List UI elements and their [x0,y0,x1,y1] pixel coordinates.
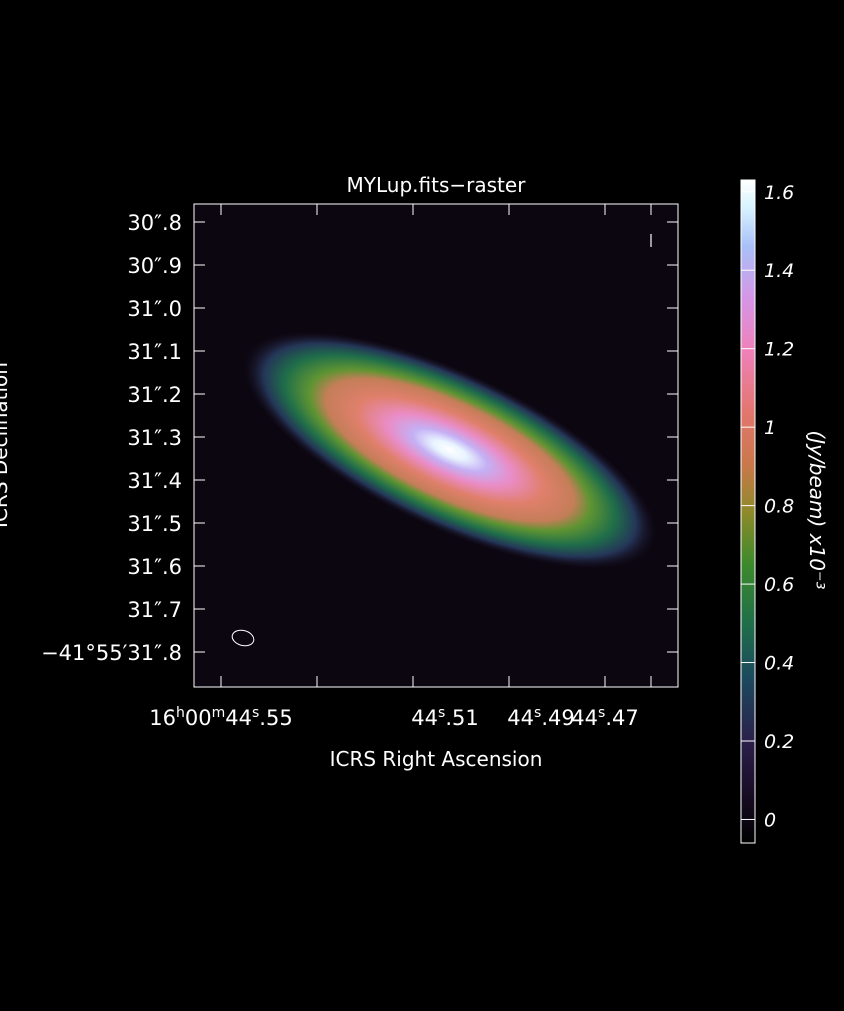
colorbar-tick-label: 1.4 [764,260,794,282]
colorbar-tick-label: 0.8 [764,496,794,518]
colorbar-tick-label: 1 [764,417,776,439]
y-axis-label: ICRS Declination [0,362,12,528]
x-tick-label: 16h00m44s.55 [149,705,292,730]
beam-ellipse [231,629,255,647]
colorbar: 1.6 1.4 1.2 1 0.8 0.6 0.4 0.2 0 (Jy/beam) x10⁻³ [740,179,829,844]
colorbar-tick-label: 0.2 [764,731,794,753]
y-tick-label: 31″.0 [127,297,182,321]
y-tick-label: 31″.7 [127,598,182,622]
x-tick-label: 44s.49 [507,705,574,730]
colorbar-tick-label: 1.2 [764,339,794,361]
x-tick-label: 44s.51 [411,705,478,730]
plot-area [193,203,679,688]
colorbar-frame [740,179,756,844]
colorbar-gradient [741,180,755,843]
y-tick-label: −41°55′31″.8 [41,641,182,665]
y-tick-label: 30″.9 [127,254,182,278]
y-axis: 30″.8 30″.9 31″.0 31″.1 31″.2 31″.3 31″.4 31″.5… [41,211,678,665]
y-tick-label: 31″.1 [127,340,182,364]
y-tick-label: 31″.3 [127,426,182,450]
colorbar-tick-label: 0.6 [764,574,794,596]
y-tick-label: 30″.8 [127,211,182,235]
colorbar-tick-label: 1.6 [764,182,794,204]
y-tick-label: 31″.6 [127,555,182,579]
y-tick-label: 31″.4 [127,469,182,493]
disk-emission [243,331,657,569]
plot-frame [193,203,679,688]
y-tick-label: 31″.5 [127,512,182,536]
colorbar-tick-label: 0.4 [764,653,794,675]
x-axis-label: ICRS Right Ascension [330,747,543,771]
chart-title: MYLup.fits−raster [347,173,527,197]
y-tick-label: 31″.2 [127,383,182,407]
x-tick-label: 44s.47 [571,705,638,730]
colorbar-label: (Jy/beam) x10⁻³ [805,430,829,589]
colorbar-tick-label: 0 [764,809,776,831]
